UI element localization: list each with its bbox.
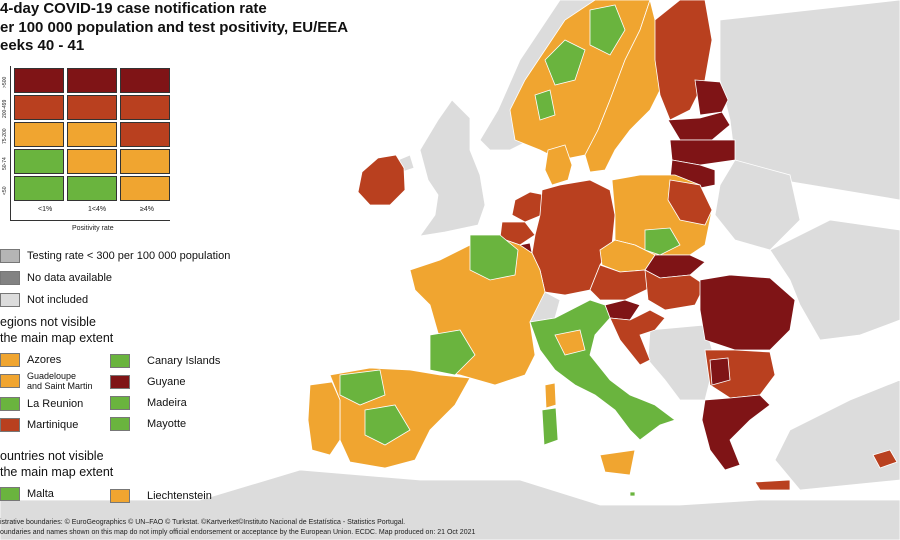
matrix-cell-r4-c2 [120, 176, 170, 201]
footer-line-2: oundaries and names shown on this map do… [0, 529, 476, 536]
country-sardinia [541, 407, 559, 446]
country-france-northeast [469, 234, 519, 281]
matrix-row-label: 50-74 [2, 157, 8, 170]
country-spain-central [364, 404, 411, 446]
footer-line-1: istrative boundaries: © EuroGeographics … [0, 519, 406, 526]
matrix-cell-r2-c1 [67, 122, 117, 147]
country-cyprus [872, 449, 898, 469]
matrix-row-label: >500 [2, 76, 8, 88]
matrix-cell-r0-c2 [120, 68, 170, 93]
region-swatch [0, 374, 20, 388]
region-swatch [0, 418, 20, 432]
region-label: Azores [27, 354, 62, 366]
land-ukraine [769, 219, 900, 341]
country-crete [754, 479, 791, 491]
region-label: Martinique [27, 419, 79, 431]
region-swatch [110, 417, 130, 431]
matrix-cell-r1-c0 [14, 95, 64, 120]
country-poland-south [644, 227, 681, 256]
matrix-cell-r3-c2 [120, 149, 170, 174]
country-label: Liechtenstein [147, 490, 212, 502]
country-croatia [609, 309, 666, 366]
country-norway-region [544, 39, 586, 86]
matrix-cell-r1-c2 [120, 95, 170, 120]
matrix-y-axis [10, 66, 11, 220]
matrix-axis-label: Positivity rate [72, 225, 114, 232]
region-label: Guyane [147, 376, 186, 388]
country-greece [701, 394, 771, 471]
country-spain-north [339, 369, 386, 406]
matrix-cell-r2-c0 [14, 122, 64, 147]
region-label: Madeira [147, 397, 187, 409]
country-slovenia [604, 299, 641, 321]
country-denmark [544, 144, 573, 186]
matrix-cell-r3-c1 [67, 149, 117, 174]
regions-section-title: egions not visible the main map extent [0, 315, 114, 345]
matrix-cell-r0-c1 [67, 68, 117, 93]
matrix-cell-r3-c0 [14, 149, 64, 174]
region-label: Mayotte [147, 418, 187, 430]
no-data-swatch [0, 271, 20, 285]
matrix-col-label: ≥4% [140, 206, 154, 213]
country-label: Malta [27, 488, 54, 500]
matrix-col-label: 1<4% [88, 206, 107, 213]
country-norway-south [534, 89, 556, 121]
region-swatch [110, 396, 130, 410]
matrix-cell-r2-c2 [120, 122, 170, 147]
matrix-cell-r4-c0 [14, 176, 64, 201]
land-turkey [774, 379, 900, 491]
country-baltic-north [694, 79, 729, 116]
map-title: 4-day COVID-19 case notification rate er… [0, 0, 349, 54]
land-north-africa [0, 469, 900, 540]
matrix-x-axis [10, 220, 170, 221]
region-label: Guadeloupe and Saint Martin [27, 371, 93, 391]
matrix-row-label: <50 [2, 186, 8, 195]
country-sweden-north [589, 4, 626, 56]
no-data-label: No data available [27, 272, 113, 284]
country-ireland [357, 154, 406, 206]
matrix-cell-r4-c1 [67, 176, 117, 201]
matrix-row-label: 75-200 [2, 128, 8, 144]
region-label: La Reunion [27, 398, 84, 410]
country-swatch [110, 489, 130, 503]
region-label: Canary Islands [147, 355, 221, 367]
not-included-swatch [0, 293, 20, 307]
country-italy-north [554, 329, 586, 356]
land-uk [419, 99, 486, 237]
land-belarus [714, 159, 801, 251]
country-swatch [0, 487, 20, 501]
country-bulgaria-west [709, 357, 731, 386]
not-included-label: Not included [27, 294, 89, 306]
country-portugal [307, 381, 341, 456]
country-france-southwest [429, 329, 476, 376]
country-malta-dot [629, 491, 636, 497]
country-sicily [599, 449, 636, 476]
testing-rate-swatch [0, 249, 20, 263]
region-swatch [110, 354, 130, 368]
region-swatch [0, 353, 20, 367]
country-poland-east [667, 179, 713, 226]
matrix-cell-r1-c1 [67, 95, 117, 120]
matrix-row-label: 200-499 [2, 99, 8, 118]
matrix-col-label: <1% [38, 206, 53, 213]
region-swatch [0, 397, 20, 411]
testing-rate-label: Testing rate < 300 per 100 000 populatio… [27, 250, 231, 262]
country-corsica [544, 382, 557, 409]
countries-section-title: ountries not visible the main map extent [0, 449, 114, 479]
country-romania [699, 274, 796, 351]
matrix-cell-r0-c0 [14, 68, 64, 93]
region-swatch [110, 375, 130, 389]
